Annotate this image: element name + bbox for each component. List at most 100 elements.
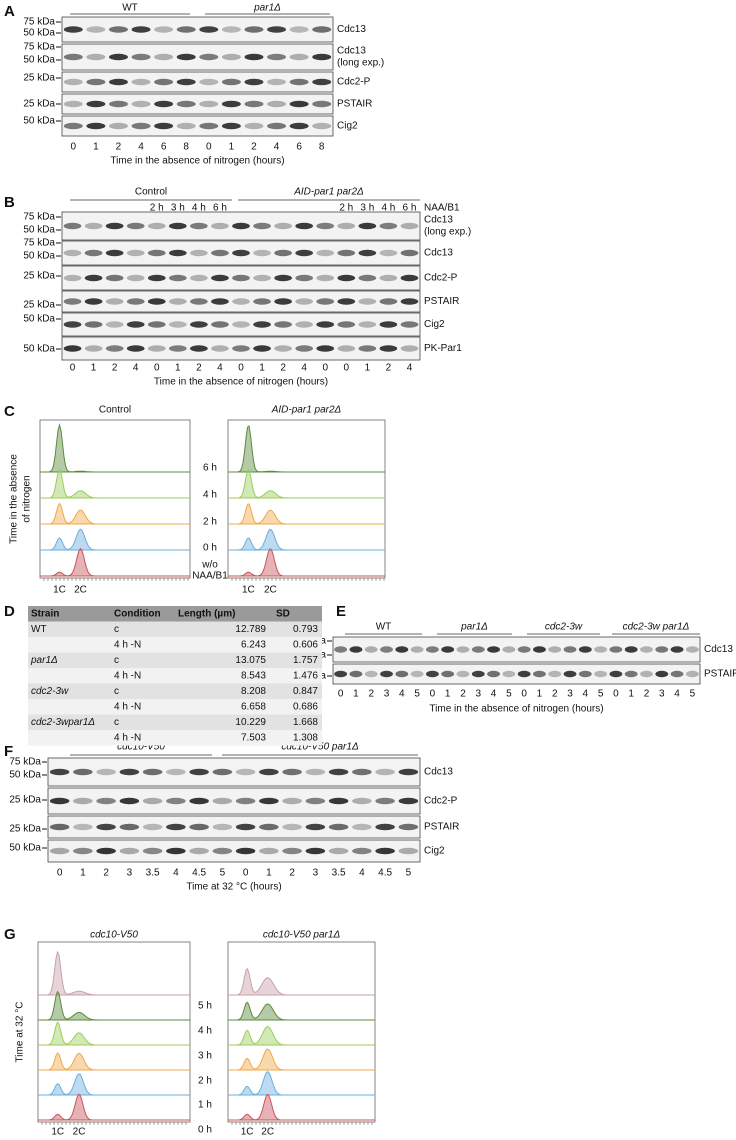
band xyxy=(670,670,684,678)
band xyxy=(126,298,145,305)
lane-label: 5 xyxy=(406,868,412,879)
group-label: par1Δ xyxy=(253,3,281,14)
band xyxy=(358,321,377,328)
group-label: AID-par1 par2Δ xyxy=(293,187,364,198)
band xyxy=(609,670,623,678)
histogram-trace xyxy=(228,424,385,473)
lane-label: 4 xyxy=(491,689,497,700)
histogram-trace xyxy=(228,967,375,996)
band xyxy=(253,249,271,257)
table-cell: 0.793 xyxy=(293,624,318,635)
band xyxy=(84,321,103,328)
lane-label: 3 xyxy=(313,868,319,879)
band xyxy=(563,646,577,653)
lane-label: 2 xyxy=(251,142,257,153)
band xyxy=(73,847,93,855)
band xyxy=(375,797,395,805)
band xyxy=(358,249,377,257)
band xyxy=(375,847,395,855)
band xyxy=(49,847,70,855)
band xyxy=(352,847,372,855)
band xyxy=(609,646,623,653)
band xyxy=(253,321,271,328)
band xyxy=(126,222,145,230)
band xyxy=(212,768,233,776)
treatment-time: 6 h xyxy=(213,203,227,214)
lane-label: 2 xyxy=(460,689,466,700)
band xyxy=(594,670,608,678)
band xyxy=(199,122,219,130)
band xyxy=(49,823,70,831)
band xyxy=(119,847,140,855)
band xyxy=(655,646,669,653)
table-cell: 8.543 xyxy=(241,670,266,681)
histogram-trace xyxy=(40,528,190,551)
band xyxy=(108,100,128,108)
size-marker: 50 kDa xyxy=(23,251,55,262)
group-label: cdc2-3w xyxy=(545,622,583,633)
band xyxy=(232,298,250,305)
size-marker: 75 kDa xyxy=(23,238,55,249)
blot-name: Cdc13 xyxy=(337,24,366,35)
band xyxy=(274,249,292,257)
treatment-label: NAA/B1 xyxy=(424,203,460,214)
band xyxy=(119,823,140,831)
lane-label: 0 xyxy=(521,689,527,700)
band xyxy=(232,249,250,257)
band xyxy=(147,222,166,230)
band xyxy=(358,345,377,352)
band xyxy=(380,670,393,678)
band xyxy=(147,298,166,305)
band xyxy=(624,646,638,653)
lane-label: 4 xyxy=(407,363,413,374)
band xyxy=(190,274,208,282)
band xyxy=(328,797,349,805)
band xyxy=(410,646,424,653)
band xyxy=(131,53,151,61)
blot xyxy=(61,115,334,137)
blot xyxy=(61,290,421,313)
band xyxy=(398,797,419,805)
band xyxy=(274,298,292,305)
lane-label: 1 xyxy=(266,868,272,879)
histogram-box xyxy=(227,941,376,1123)
lane-label: 1 xyxy=(628,689,634,700)
lane-label: 4 xyxy=(301,363,307,374)
size-marker: 75 kDa xyxy=(23,212,55,223)
table-cell: 1.476 xyxy=(293,670,318,681)
time-label: 6 h xyxy=(203,463,217,474)
table-cell: 6.658 xyxy=(241,701,266,712)
band xyxy=(119,768,140,776)
band xyxy=(142,768,163,776)
band xyxy=(375,768,395,776)
y-axis-label: of nitrogen xyxy=(22,475,33,522)
band xyxy=(168,298,187,305)
panel-label: F xyxy=(4,743,13,760)
y-axis-label: Time in the absence xyxy=(9,454,20,544)
group-label: WT xyxy=(376,622,392,633)
band xyxy=(49,797,70,805)
band xyxy=(316,321,335,328)
blot xyxy=(61,16,334,43)
band xyxy=(168,274,187,282)
band xyxy=(86,122,106,130)
panel-label: E xyxy=(336,603,346,620)
size-marker: 25 kDa xyxy=(23,73,55,84)
treatment-time: 4 h xyxy=(192,203,206,214)
band xyxy=(282,768,302,776)
band xyxy=(456,646,470,653)
band xyxy=(212,797,233,805)
band xyxy=(395,646,409,653)
time-label: NAA/B1 xyxy=(192,571,228,582)
band xyxy=(328,823,349,831)
band xyxy=(253,222,271,230)
band xyxy=(312,100,332,108)
blot-name: (long exp.) xyxy=(424,227,471,238)
histogram-trace xyxy=(228,1094,375,1121)
table-cell: WT xyxy=(31,624,47,635)
band xyxy=(84,222,103,230)
histogram-title: cdc10-V50 par1Δ xyxy=(263,930,341,941)
band xyxy=(410,670,424,678)
size-marker: 75 kDa xyxy=(9,757,41,768)
size-marker: 50 kDa xyxy=(9,843,41,854)
